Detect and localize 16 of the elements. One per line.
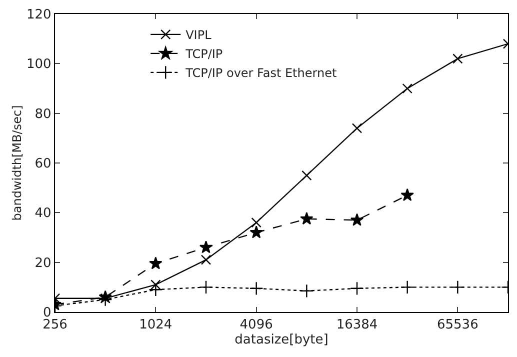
y-tick-label: 20 <box>34 256 52 271</box>
x-tick-label: 4096 <box>240 318 273 333</box>
x-tick-label: 1024 <box>139 318 172 333</box>
x-axis-title: datasize[byte] <box>234 332 328 348</box>
x-tick-label: 256 <box>42 318 68 333</box>
y-tick-label: 60 <box>34 156 52 172</box>
legend-label: TCP/IP over Fast Ethernet <box>184 66 337 80</box>
y-tick-label: 100 <box>26 57 52 72</box>
y-tick-label: 40 <box>34 206 52 222</box>
y-axis-title: bandwidth[MB/sec] <box>10 105 24 221</box>
x-tick-label: 16384 <box>336 318 378 333</box>
x-tick-label: 65536 <box>436 318 478 333</box>
y-tick-label: 80 <box>34 106 52 122</box>
legend-label: TCP/IP <box>184 47 223 62</box>
legend-label: VIPL <box>186 28 212 42</box>
y-tick-label: 120 <box>26 8 52 23</box>
